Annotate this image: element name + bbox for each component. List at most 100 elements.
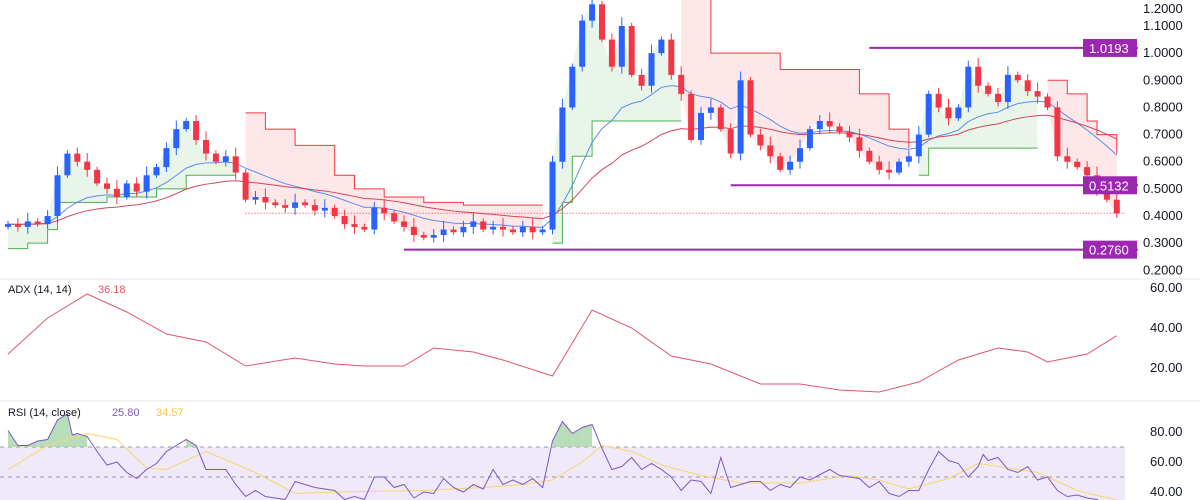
candle <box>113 180 120 204</box>
candle <box>341 210 348 229</box>
price-pane[interactable] <box>5 0 1138 251</box>
price-tick-label: 1.1000 <box>1143 18 1183 33</box>
candle-body <box>787 161 794 170</box>
adx-value: 36.18 <box>98 284 126 296</box>
candle-body <box>698 112 704 141</box>
candle <box>995 87 1001 107</box>
candle <box>1074 158 1081 170</box>
candle <box>1044 93 1051 111</box>
candle <box>282 199 289 213</box>
candle <box>94 166 101 187</box>
candle <box>232 147 239 180</box>
rsi-overbought-fill <box>37 439 48 447</box>
candle-body <box>302 202 308 206</box>
candle <box>331 204 338 219</box>
candle-body <box>876 161 883 170</box>
candle <box>183 117 190 132</box>
price-axis[interactable]: 1.2000 1.1000 1.0000 0.9000 0.8000 0.7000 0.60… <box>1083 1 1183 277</box>
candle-body <box>935 93 942 108</box>
adx-pane[interactable]: 60.00 40.00 20.00 ADX (14, 14) 36.18 <box>7 280 1183 393</box>
candle-body <box>757 134 764 146</box>
candle <box>866 147 873 165</box>
candle <box>500 218 506 237</box>
level-price-label: 1.0193 <box>1089 41 1129 56</box>
candle-body <box>579 20 586 67</box>
candle <box>896 158 902 176</box>
candle <box>559 98 566 169</box>
price-tick-label: 1.2000 <box>1143 1 1183 16</box>
candle-body <box>608 39 615 67</box>
candle <box>311 199 318 216</box>
rsi-title: RSI (14, close) <box>8 407 81 419</box>
price-tick-label: 0.7000 <box>1143 127 1183 142</box>
candle-body <box>737 80 744 154</box>
candle <box>816 115 823 134</box>
candle-body <box>272 202 279 206</box>
candle <box>44 210 51 229</box>
candle <box>539 226 546 235</box>
candle-body <box>1103 188 1110 200</box>
candle-body <box>707 107 714 113</box>
price-tick-label: 0.6000 <box>1143 154 1183 169</box>
candle-body <box>559 107 566 162</box>
candle <box>836 123 843 135</box>
rsi-pane[interactable]: 80.00 60.00 40.00 RSI (14, close) 25.80 34.57 <box>0 407 1183 500</box>
candle <box>361 223 368 233</box>
candle-body <box>727 129 734 154</box>
candle-body <box>955 107 962 119</box>
rsi-overbought-fill <box>77 433 88 447</box>
candle-body <box>143 175 150 192</box>
candle-body <box>74 153 81 162</box>
candle <box>519 220 526 238</box>
candle-body <box>321 207 328 211</box>
candle <box>302 199 308 208</box>
supertrend-fill <box>8 121 236 249</box>
candle <box>925 90 932 138</box>
supertrend-down-line <box>245 112 543 206</box>
candle <box>658 36 665 56</box>
candle <box>1014 71 1021 83</box>
candle <box>846 125 853 143</box>
candle-body <box>816 121 823 130</box>
supertrend-down-line <box>710 0 910 149</box>
candle <box>618 17 625 74</box>
candle <box>252 191 259 205</box>
candle-body <box>945 107 952 119</box>
candle-body <box>1014 74 1021 81</box>
candle <box>34 218 41 227</box>
price-tick-label: 0.9000 <box>1143 72 1183 87</box>
candle <box>212 150 219 165</box>
level-price-label: 0.2760 <box>1089 243 1129 258</box>
supertrend-up-line <box>8 174 236 250</box>
candle-body <box>1113 199 1120 214</box>
rsi-overbought-fill <box>47 420 58 447</box>
candle <box>569 63 576 111</box>
candle <box>272 199 279 208</box>
candle-body <box>222 156 229 162</box>
candle <box>688 90 695 143</box>
candle <box>133 177 140 197</box>
candle <box>797 139 803 169</box>
candle <box>787 155 794 175</box>
level-price-badge <box>1083 176 1137 195</box>
rsi-tick-label: 60.00 <box>1150 454 1183 469</box>
candle-body <box>717 107 724 130</box>
candle <box>965 60 972 113</box>
candle <box>24 212 31 234</box>
candle <box>529 218 536 240</box>
candle-body <box>123 183 130 198</box>
candle <box>480 218 487 233</box>
candle-body <box>381 207 388 214</box>
candle <box>905 150 912 167</box>
candle-body <box>311 205 318 211</box>
candle-body <box>440 229 447 235</box>
candle-body <box>430 234 437 238</box>
candle-body <box>34 221 41 225</box>
candle-body <box>173 129 180 149</box>
rsi-overbought-fill <box>582 424 593 447</box>
ma-slow-line <box>7 114 1118 225</box>
candle-body <box>371 207 378 230</box>
candle-body <box>846 131 853 138</box>
candle <box>401 215 407 232</box>
